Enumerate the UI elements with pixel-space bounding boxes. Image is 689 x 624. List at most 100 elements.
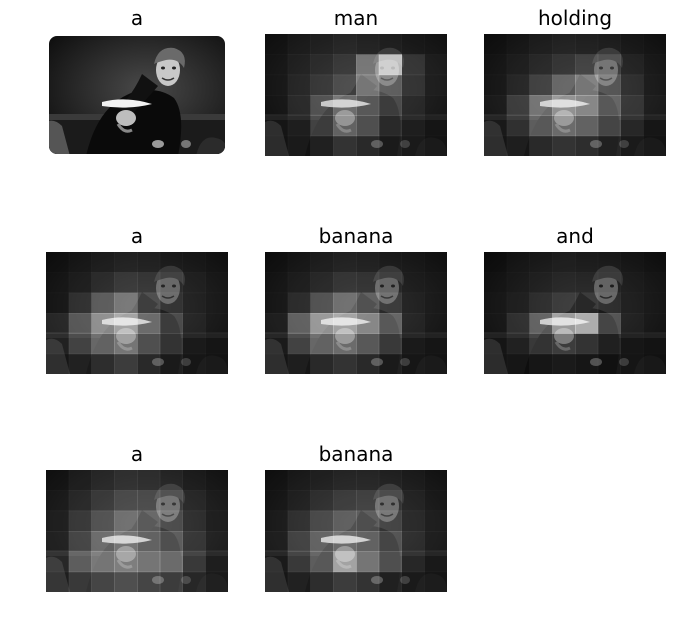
attention-block <box>265 136 288 156</box>
attention-block <box>401 272 425 294</box>
attention-block <box>159 313 183 334</box>
attention-heatmap <box>265 470 447 592</box>
panel-word-label: man <box>333 6 379 30</box>
attention-block <box>356 95 380 116</box>
attention-block <box>182 571 206 592</box>
attention-block <box>159 531 183 552</box>
attention-block <box>356 531 380 552</box>
attention-block <box>333 353 357 374</box>
attention-block <box>643 293 666 314</box>
attention-block <box>310 353 334 374</box>
panel-word-label: banana <box>318 224 394 248</box>
attention-block <box>159 353 183 374</box>
attention-block <box>484 272 507 293</box>
attention-block <box>529 333 553 355</box>
attention-block <box>333 135 357 156</box>
attention-block <box>484 136 507 156</box>
attention-block <box>643 115 666 137</box>
attention-block <box>484 333 507 354</box>
attention-block <box>401 313 425 334</box>
attention-block <box>620 54 644 76</box>
attention-block <box>68 292 92 314</box>
attention-block <box>529 34 553 55</box>
attention-block <box>597 313 621 334</box>
attention-block <box>575 313 599 334</box>
attention-block <box>597 34 621 55</box>
attention-block <box>333 333 357 355</box>
attention-block <box>575 292 599 314</box>
attention-block <box>333 74 357 96</box>
attention-block <box>205 551 228 573</box>
attention-block <box>182 551 206 573</box>
attention-block <box>424 272 447 293</box>
attention-block <box>287 333 311 355</box>
attention-block <box>287 531 311 552</box>
attention-block <box>401 333 425 355</box>
attention-block <box>310 333 334 355</box>
attention-block <box>287 551 311 573</box>
attention-block <box>401 571 425 592</box>
attention-block <box>378 571 402 592</box>
attention-block <box>46 313 70 334</box>
attention-block <box>424 136 447 156</box>
attention-block <box>401 54 425 76</box>
panel-word-label: banana <box>318 442 394 466</box>
attention-block <box>159 252 183 273</box>
attention-block <box>287 272 311 294</box>
attention-block <box>643 313 666 334</box>
attention-block <box>205 333 228 354</box>
attention-block <box>356 551 380 573</box>
attention-block <box>597 272 621 294</box>
attention-block <box>265 571 289 592</box>
attention-block <box>182 353 206 374</box>
attention-block <box>484 252 507 273</box>
attention-block <box>378 490 402 512</box>
attention-block <box>424 115 447 136</box>
attention-block <box>401 470 425 491</box>
attention-block <box>575 95 599 116</box>
attention-block <box>205 531 228 552</box>
attention-block <box>621 252 644 273</box>
attention-block <box>182 333 206 355</box>
attention-block <box>356 510 380 532</box>
attention-block <box>484 74 508 96</box>
attention-block <box>484 293 507 314</box>
attention-block <box>597 95 621 116</box>
attention-block <box>159 272 183 294</box>
attention-block <box>205 490 228 512</box>
attention-block <box>137 571 161 592</box>
attention-block <box>91 353 115 374</box>
attention-block <box>265 531 289 552</box>
attention-block <box>597 333 621 355</box>
attention-block <box>552 34 576 55</box>
attention-block <box>114 470 138 491</box>
attention-block <box>182 510 206 532</box>
attention-block <box>506 353 530 374</box>
attention-block <box>506 272 530 294</box>
attention-block <box>265 95 288 116</box>
attention-block <box>159 333 183 355</box>
attention-block <box>265 292 289 314</box>
attention-block <box>529 74 553 96</box>
attention-block <box>552 74 576 96</box>
attention-block <box>401 510 425 532</box>
attention-block <box>46 252 69 273</box>
attention-block <box>597 353 621 374</box>
attention-block <box>182 470 206 491</box>
attention-block <box>643 252 666 273</box>
attention-heatmap <box>484 34 666 156</box>
attention-block <box>620 115 644 137</box>
attention-block <box>46 292 70 314</box>
attention-block <box>310 490 334 512</box>
attention-block <box>378 252 402 273</box>
attention-block <box>575 272 599 294</box>
attention-block <box>356 470 380 491</box>
attention-block <box>333 252 357 273</box>
attention-block <box>287 313 311 334</box>
attention-block <box>575 34 599 55</box>
attention-block <box>552 135 576 156</box>
attention-block <box>333 115 357 137</box>
attention-block <box>265 115 288 136</box>
attention-block <box>137 470 161 491</box>
attention-block <box>378 115 402 137</box>
